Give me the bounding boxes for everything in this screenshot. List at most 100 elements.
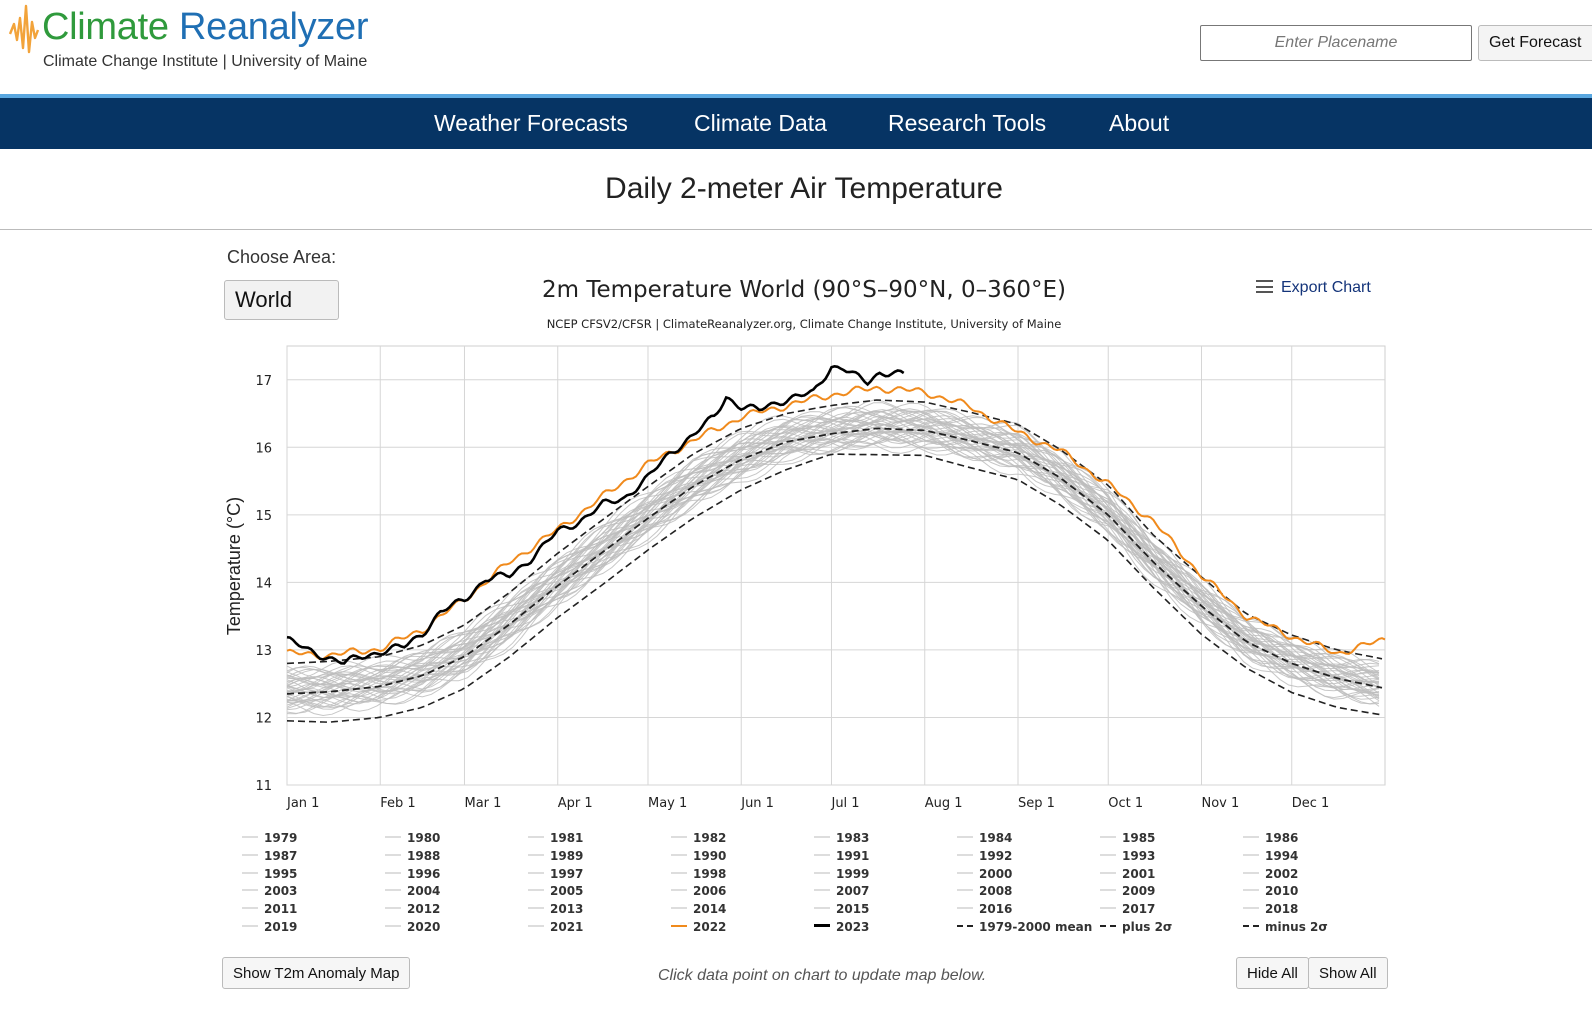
x-tick-label: Dec 1 <box>1292 796 1330 811</box>
legend-item-1980[interactable]: 1980 <box>385 831 440 849</box>
legend-item-1988[interactable]: 1988 <box>385 849 440 867</box>
legend-item-2001[interactable]: 2001 <box>1100 867 1155 885</box>
legend-item-1994[interactable]: 1994 <box>1243 849 1298 867</box>
y-tick-label: 13 <box>255 644 272 659</box>
legend-label: 2013 <box>550 902 584 917</box>
y-tick-label: 12 <box>255 711 272 726</box>
legend-label: plus 2σ <box>1122 920 1173 934</box>
nav-climate-data[interactable]: Climate Data <box>694 110 827 136</box>
legend-item-2007[interactable]: 2007 <box>814 884 869 902</box>
series-line-2018[interactable] <box>286 402 1380 680</box>
legend-swatch <box>385 889 401 892</box>
series-line-1979-2000-mean[interactable] <box>286 427 1383 695</box>
show-anomaly-map-button[interactable]: Show T2m Anomaly Map <box>222 957 411 989</box>
legend-swatch <box>957 836 973 838</box>
legend-item-2004[interactable]: 2004 <box>385 884 440 902</box>
area-select[interactable]: World <box>224 280 339 320</box>
series-line-2010[interactable] <box>286 412 1380 686</box>
legend-item-2005[interactable]: 2005 <box>528 884 583 902</box>
series-line-2021[interactable] <box>286 405 1380 678</box>
chart-subtitle: NCEP CFSV2/CFSR | ClimateReanalyzer.org,… <box>547 317 1062 331</box>
legend-swatch <box>385 836 401 838</box>
legend-item-2002[interactable]: 2002 <box>1243 867 1298 885</box>
export-chart-button[interactable]: Export Chart <box>1256 279 1371 297</box>
legend-swatch <box>1243 907 1259 910</box>
legend-label: 2019 <box>264 920 298 934</box>
legend-swatch <box>814 889 830 892</box>
nav-weather-forecasts[interactable]: Weather Forecasts <box>434 110 628 136</box>
legend-item-2013[interactable]: 2013 <box>528 902 583 920</box>
legend-item-2010[interactable]: 2010 <box>1243 884 1298 902</box>
legend-label: 1984 <box>979 831 1013 845</box>
legend-item-1991[interactable]: 1991 <box>814 849 869 867</box>
legend-item-1996[interactable]: 1996 <box>385 867 440 885</box>
series-line-1988[interactable] <box>286 427 1380 702</box>
legend-item-1990[interactable]: 1990 <box>671 849 726 867</box>
legend-item-2015[interactable]: 2015 <box>814 902 869 920</box>
show-all-button[interactable]: Show All <box>1308 957 1388 989</box>
legend-item-1982[interactable]: 1982 <box>671 831 726 849</box>
legend-item-1997[interactable]: 1997 <box>528 867 583 885</box>
legend-item-1979[interactable]: 1979 <box>242 831 297 849</box>
series-line-2013[interactable] <box>286 410 1380 688</box>
series-line-2008[interactable] <box>286 417 1380 690</box>
x-tick-label: Jan 1 <box>286 796 319 811</box>
legend-item-1986[interactable]: 1986 <box>1243 831 1298 849</box>
legend-item-2017[interactable]: 2017 <box>1100 902 1155 920</box>
legend-swatch <box>957 853 973 856</box>
series-line-2009[interactable] <box>286 410 1380 687</box>
legend-label: 2006 <box>693 884 727 899</box>
legend-item-2012[interactable]: 2012 <box>385 902 440 920</box>
legend-item-1981[interactable]: 1981 <box>528 831 583 849</box>
nav-about[interactable]: About <box>1109 110 1170 136</box>
series-line-minus-2-[interactable] <box>286 453 1383 724</box>
legend-item-2003[interactable]: 2003 <box>242 884 297 902</box>
legend-item-1992[interactable]: 1992 <box>957 849 1012 867</box>
nav-research-tools[interactable]: Research Tools <box>888 110 1047 136</box>
legend-item-1985[interactable]: 1985 <box>1100 831 1155 849</box>
legend-item-2019[interactable]: 2019 <box>242 920 297 938</box>
series-line-plus-2-[interactable] <box>286 399 1383 665</box>
legend-swatch <box>528 836 544 838</box>
legend-item-1979-2000-mean[interactable]: 1979-2000 mean <box>957 920 1092 938</box>
main-nav: Weather Forecasts Climate Data Research … <box>0 98 1592 149</box>
legend-item-2022[interactable]: 2022 <box>671 920 726 938</box>
legend-label: 2005 <box>550 884 584 899</box>
legend-item-2000[interactable]: 2000 <box>957 867 1012 885</box>
legend-item-2020[interactable]: 2020 <box>385 920 440 938</box>
legend-item-1987[interactable]: 1987 <box>242 849 297 867</box>
legend-item-2023[interactable]: 2023 <box>814 920 869 938</box>
hide-all-button[interactable]: Hide All <box>1236 957 1309 989</box>
legend-item-plus-2-[interactable]: plus 2σ <box>1100 920 1172 938</box>
legend-item-2006[interactable]: 2006 <box>671 884 726 902</box>
legend-item-minus-2-[interactable]: minus 2σ <box>1243 920 1328 938</box>
legend-item-2011[interactable]: 2011 <box>242 902 297 920</box>
site-logo-text[interactable]: Climate Reanalyzer <box>42 6 369 49</box>
legend-label: 2017 <box>1122 902 1156 917</box>
legend-item-2009[interactable]: 2009 <box>1100 884 1155 902</box>
legend-item-1989[interactable]: 1989 <box>528 849 583 867</box>
series-line-1993[interactable] <box>286 430 1380 703</box>
series-line-2019[interactable] <box>286 409 1380 681</box>
legend-item-2014[interactable]: 2014 <box>671 902 726 920</box>
legend-item-2016[interactable]: 2016 <box>957 902 1012 920</box>
legend-item-1984[interactable]: 1984 <box>957 831 1012 849</box>
legend-item-2018[interactable]: 2018 <box>1243 902 1298 920</box>
x-tick-label: Jun 1 <box>740 796 774 811</box>
legend-item-2021[interactable]: 2021 <box>528 920 583 938</box>
legend-label: 2010 <box>1265 884 1299 899</box>
placename-search-input[interactable] <box>1200 25 1472 61</box>
series-line-2023[interactable] <box>286 364 905 665</box>
legend-item-1993[interactable]: 1993 <box>1100 849 1155 867</box>
legend-item-2008[interactable]: 2008 <box>957 884 1012 902</box>
menu-icon <box>1256 280 1273 293</box>
legend-label: 1999 <box>836 866 870 881</box>
legend-item-1999[interactable]: 1999 <box>814 867 869 885</box>
legend-item-1995[interactable]: 1995 <box>242 867 297 885</box>
legend-swatch <box>1243 853 1259 856</box>
x-tick-label: Sep 1 <box>1018 796 1055 811</box>
legend-item-1983[interactable]: 1983 <box>814 831 869 849</box>
legend-item-1998[interactable]: 1998 <box>671 867 726 885</box>
get-forecast-button[interactable]: Get Forecast <box>1478 25 1592 61</box>
